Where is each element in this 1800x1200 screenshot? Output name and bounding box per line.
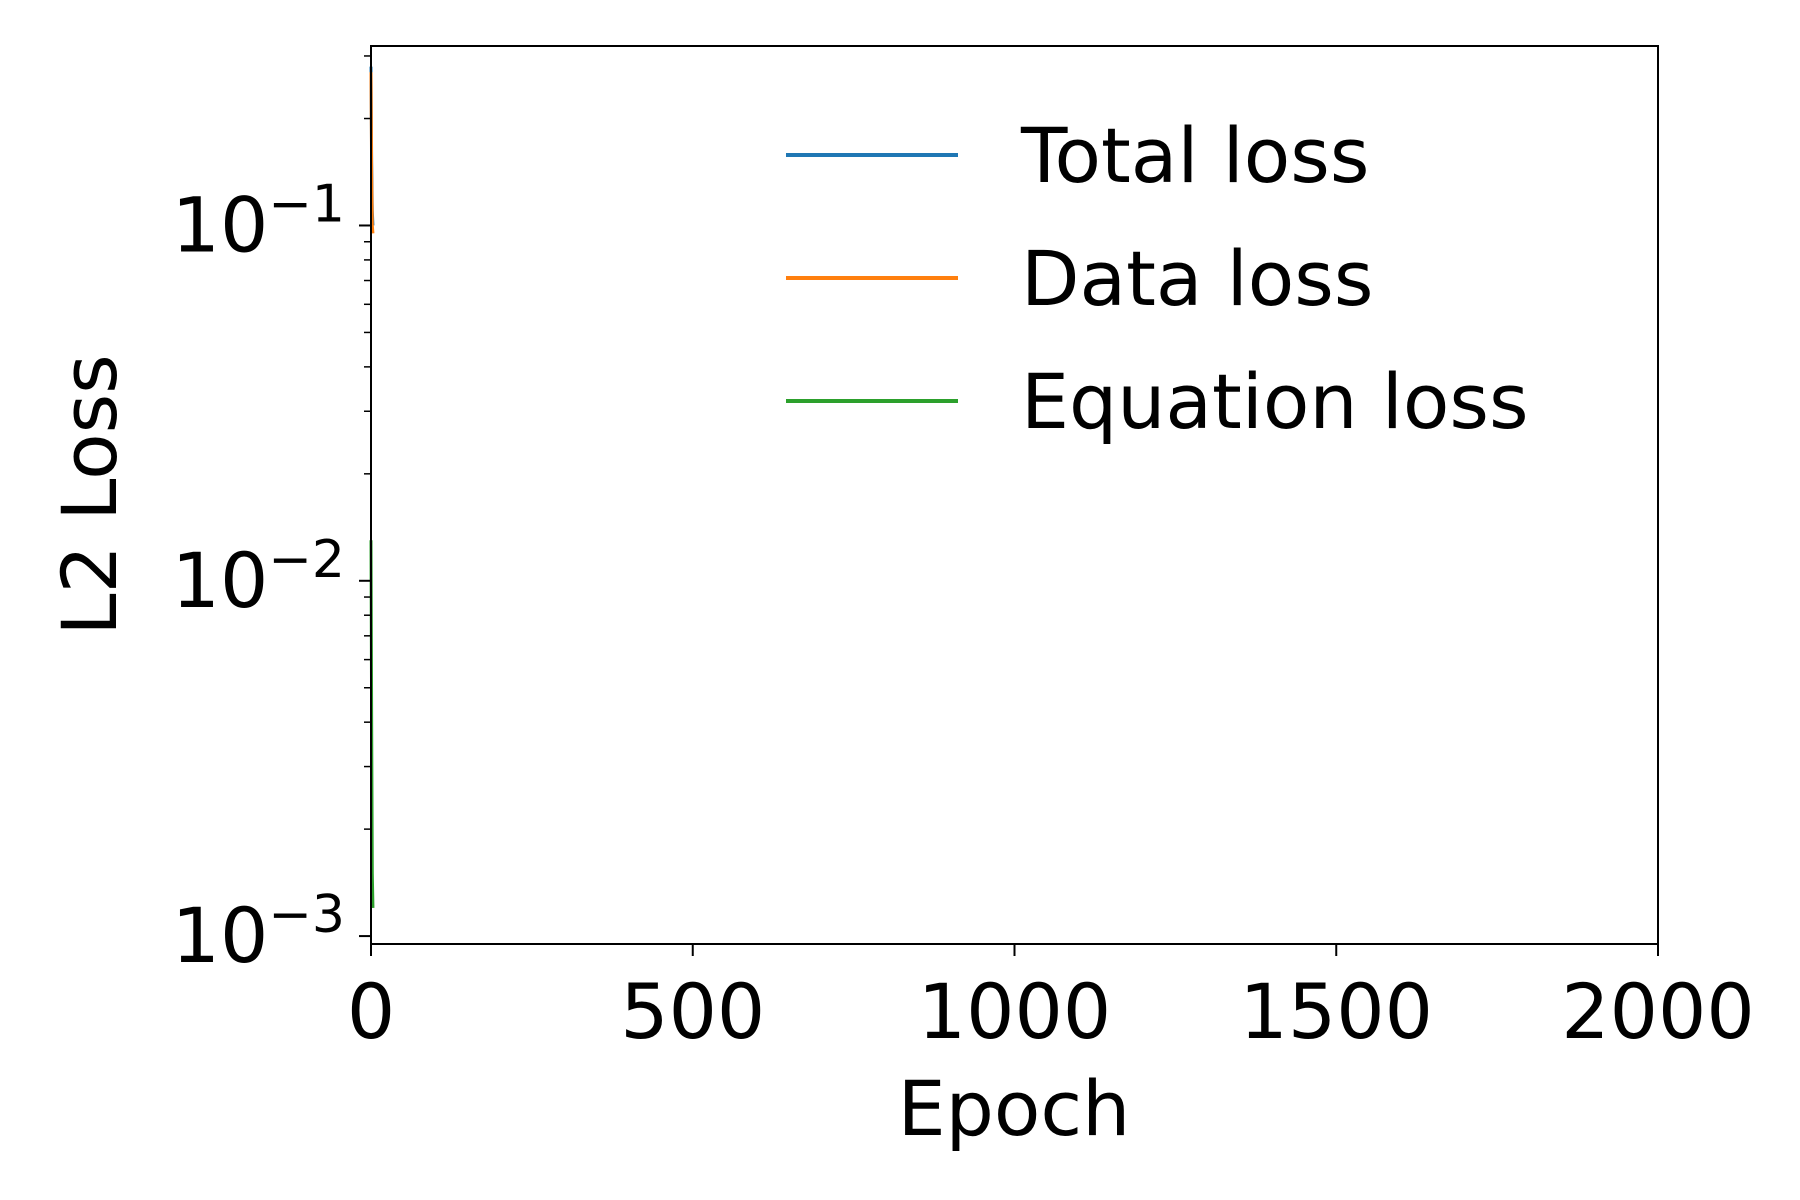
- legend-label-0: Total loss: [1020, 111, 1369, 200]
- y-tick-label-2: 10−1: [172, 174, 345, 269]
- y-tick-label-1: 10−2: [172, 530, 345, 625]
- x-tick-label-1: 500: [620, 967, 765, 1056]
- plot-frame: [370, 45, 1659, 945]
- x-tick-label-2: 1000: [918, 967, 1111, 1056]
- legend-label-2: Equation loss: [1021, 357, 1529, 446]
- legend-label-1: Data loss: [1021, 234, 1373, 323]
- x-tick-label-4: 2000: [1561, 967, 1754, 1056]
- y-axis: 10−3 10−2 10−1: [172, 55, 371, 980]
- y-axis-label: L2 Loss: [45, 354, 134, 636]
- x-tick-label-3: 1500: [1240, 967, 1433, 1056]
- y-tick-label-0: 10−3: [172, 885, 345, 980]
- x-tick-label-0: 0: [347, 967, 395, 1056]
- x-axis: 0 500 1000 1500 2000: [347, 944, 1755, 1056]
- x-axis-label: Epoch: [898, 1064, 1131, 1153]
- legend: Total loss Data loss Equation loss: [786, 111, 1529, 446]
